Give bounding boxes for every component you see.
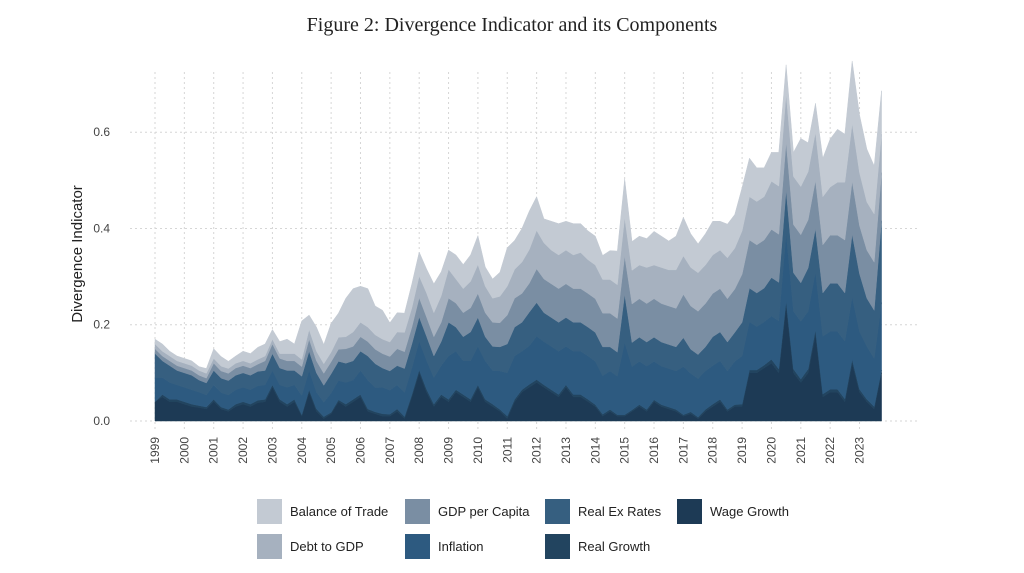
x-tick-label: 2002	[236, 437, 250, 464]
legend-item-inflation: Inflation	[405, 534, 484, 559]
area-balance-of-trade	[154, 60, 882, 374]
legend-swatch	[405, 499, 430, 524]
x-tick-label: 2000	[177, 437, 191, 464]
legend-swatch	[545, 499, 570, 524]
y-tick-label: 0.2	[93, 318, 110, 332]
y-tick-label: 0.6	[93, 125, 110, 139]
x-tick-label: 2003	[265, 437, 279, 464]
legend-swatch	[257, 499, 282, 524]
legend-item-debt-to-gdp: Debt to GDP	[257, 534, 364, 559]
x-tick-label: 2011	[500, 437, 514, 463]
x-tick-label: 2008	[412, 437, 426, 464]
x-tick-label: 1999	[148, 437, 162, 464]
x-tick-label: 2004	[295, 437, 309, 464]
x-tick-label: 2006	[353, 437, 367, 464]
legend-label: Real Growth	[578, 539, 650, 554]
x-tick-label: 2001	[207, 437, 221, 464]
legend-label: Real Ex Rates	[578, 504, 662, 519]
x-tick-label: 2018	[706, 437, 720, 464]
legend-label: Debt to GDP	[290, 539, 364, 554]
legend-item-real-growth: Real Growth	[545, 534, 650, 559]
x-tick-label: 2007	[383, 437, 397, 464]
legend-item-wage-growth: Wage Growth	[677, 499, 789, 524]
x-tick-label: 2016	[647, 437, 661, 464]
y-tick-label: 0.4	[93, 221, 110, 235]
legend-swatch	[545, 534, 570, 559]
legend-item-balance-of-trade: Balance of Trade	[257, 499, 388, 524]
x-tick-label: 2010	[471, 437, 485, 464]
legend-label: GDP per Capita	[438, 504, 530, 519]
y-tick-label: 0.0	[93, 414, 110, 428]
x-tick-label: 2023	[853, 437, 867, 464]
x-tick-label: 2009	[442, 437, 456, 464]
plot-areas	[154, 60, 882, 422]
legend: Balance of Trade GDP per Capita Real Ex Ra…	[257, 499, 789, 559]
legend-label: Wage Growth	[710, 504, 789, 519]
axes: 0.0 0.2 0.4 0.6 1999 2000 2001 2002 2003 2004 2005…	[93, 125, 866, 464]
legend-swatch	[405, 534, 430, 559]
x-tick-label: 2013	[559, 437, 573, 464]
legend-label: Balance of Trade	[290, 504, 388, 519]
x-tick-label: 2005	[324, 437, 338, 464]
x-tick-label: 2015	[618, 437, 632, 464]
legend-swatch	[677, 499, 702, 524]
x-tick-label: 2017	[676, 437, 690, 464]
legend-label: Inflation	[438, 539, 484, 554]
x-tick-label: 2014	[588, 437, 602, 464]
chart-title: Figure 2: Divergence Indicator and its C…	[306, 14, 718, 36]
legend-swatch	[257, 534, 282, 559]
y-axis-label: Divergence Indicator	[69, 185, 86, 323]
x-tick-label: 2021	[794, 437, 808, 464]
legend-item-gdp-per-capita: GDP per Capita	[405, 499, 530, 524]
x-tick-label: 2022	[823, 437, 837, 464]
x-tick-label: 2019	[735, 437, 749, 464]
x-tick-label: 2012	[530, 437, 544, 464]
legend-item-real-ex-rates: Real Ex Rates	[545, 499, 662, 524]
x-tick-label: 2020	[764, 437, 778, 464]
